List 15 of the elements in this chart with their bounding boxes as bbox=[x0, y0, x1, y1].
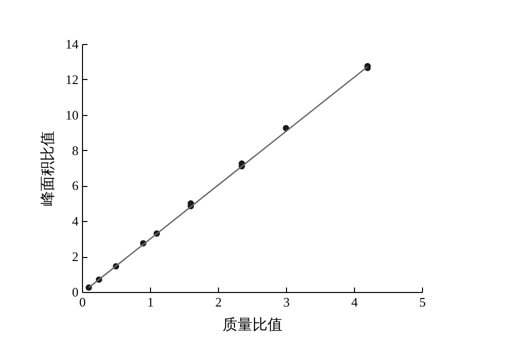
x-axis-title: 质量比值 bbox=[222, 316, 282, 334]
y-tick-label: 8 bbox=[72, 142, 78, 158]
y-tick-label: 6 bbox=[72, 178, 79, 194]
y-tick-label: 4 bbox=[72, 214, 79, 229]
x-tick-label: 4 bbox=[351, 294, 358, 310]
x-tick-label: 1 bbox=[147, 294, 154, 310]
y-tick-label: 0 bbox=[72, 284, 78, 300]
x-tick-label: 5 bbox=[419, 294, 426, 310]
y-tick-label: 12 bbox=[66, 72, 78, 87]
y-tick-label: 14 bbox=[66, 36, 79, 52]
y-tick-label: 10 bbox=[66, 107, 78, 122]
x-tick-label: 3 bbox=[283, 294, 290, 310]
x-tick-label: 2 bbox=[215, 294, 222, 310]
y-tick-label: 2 bbox=[72, 249, 78, 264]
y-axis-title: 峰面积比值 bbox=[40, 131, 56, 206]
